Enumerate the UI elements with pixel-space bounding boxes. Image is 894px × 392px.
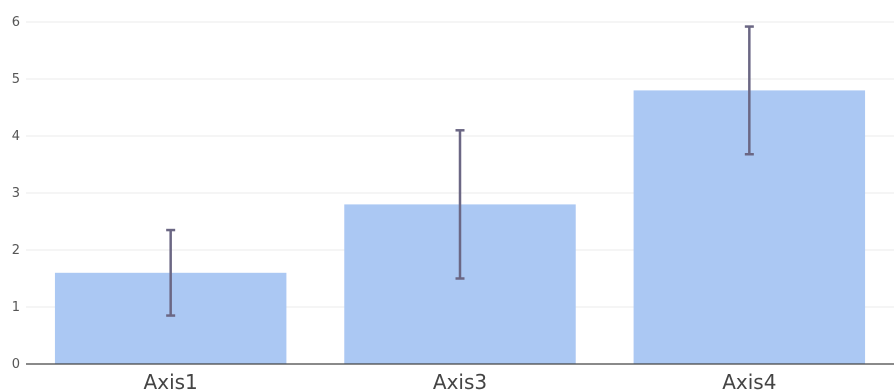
- error-bar-axis3: [455, 129, 465, 280]
- error-bars: [166, 25, 754, 317]
- x-tick-label: Axis1: [144, 370, 198, 392]
- error-bar-axis1: [166, 228, 176, 317]
- y-tick-label: 1: [12, 300, 20, 315]
- y-tick-label: 6: [12, 15, 20, 30]
- y-tick-label: 3: [12, 186, 20, 201]
- y-tick-label: 4: [12, 129, 20, 144]
- y-tick-label: 2: [12, 243, 20, 258]
- y-axis-ticks: 0 1 2 3 4 5 6: [12, 15, 20, 372]
- y-tick-label: 5: [12, 72, 20, 87]
- x-tick-label: Axis3: [433, 370, 487, 392]
- y-tick-label: 0: [12, 357, 20, 372]
- error-bar-axis4: [744, 25, 754, 156]
- x-axis-labels: Axis1 Axis3 Axis4: [144, 370, 777, 392]
- x-tick-label: Axis4: [722, 370, 776, 392]
